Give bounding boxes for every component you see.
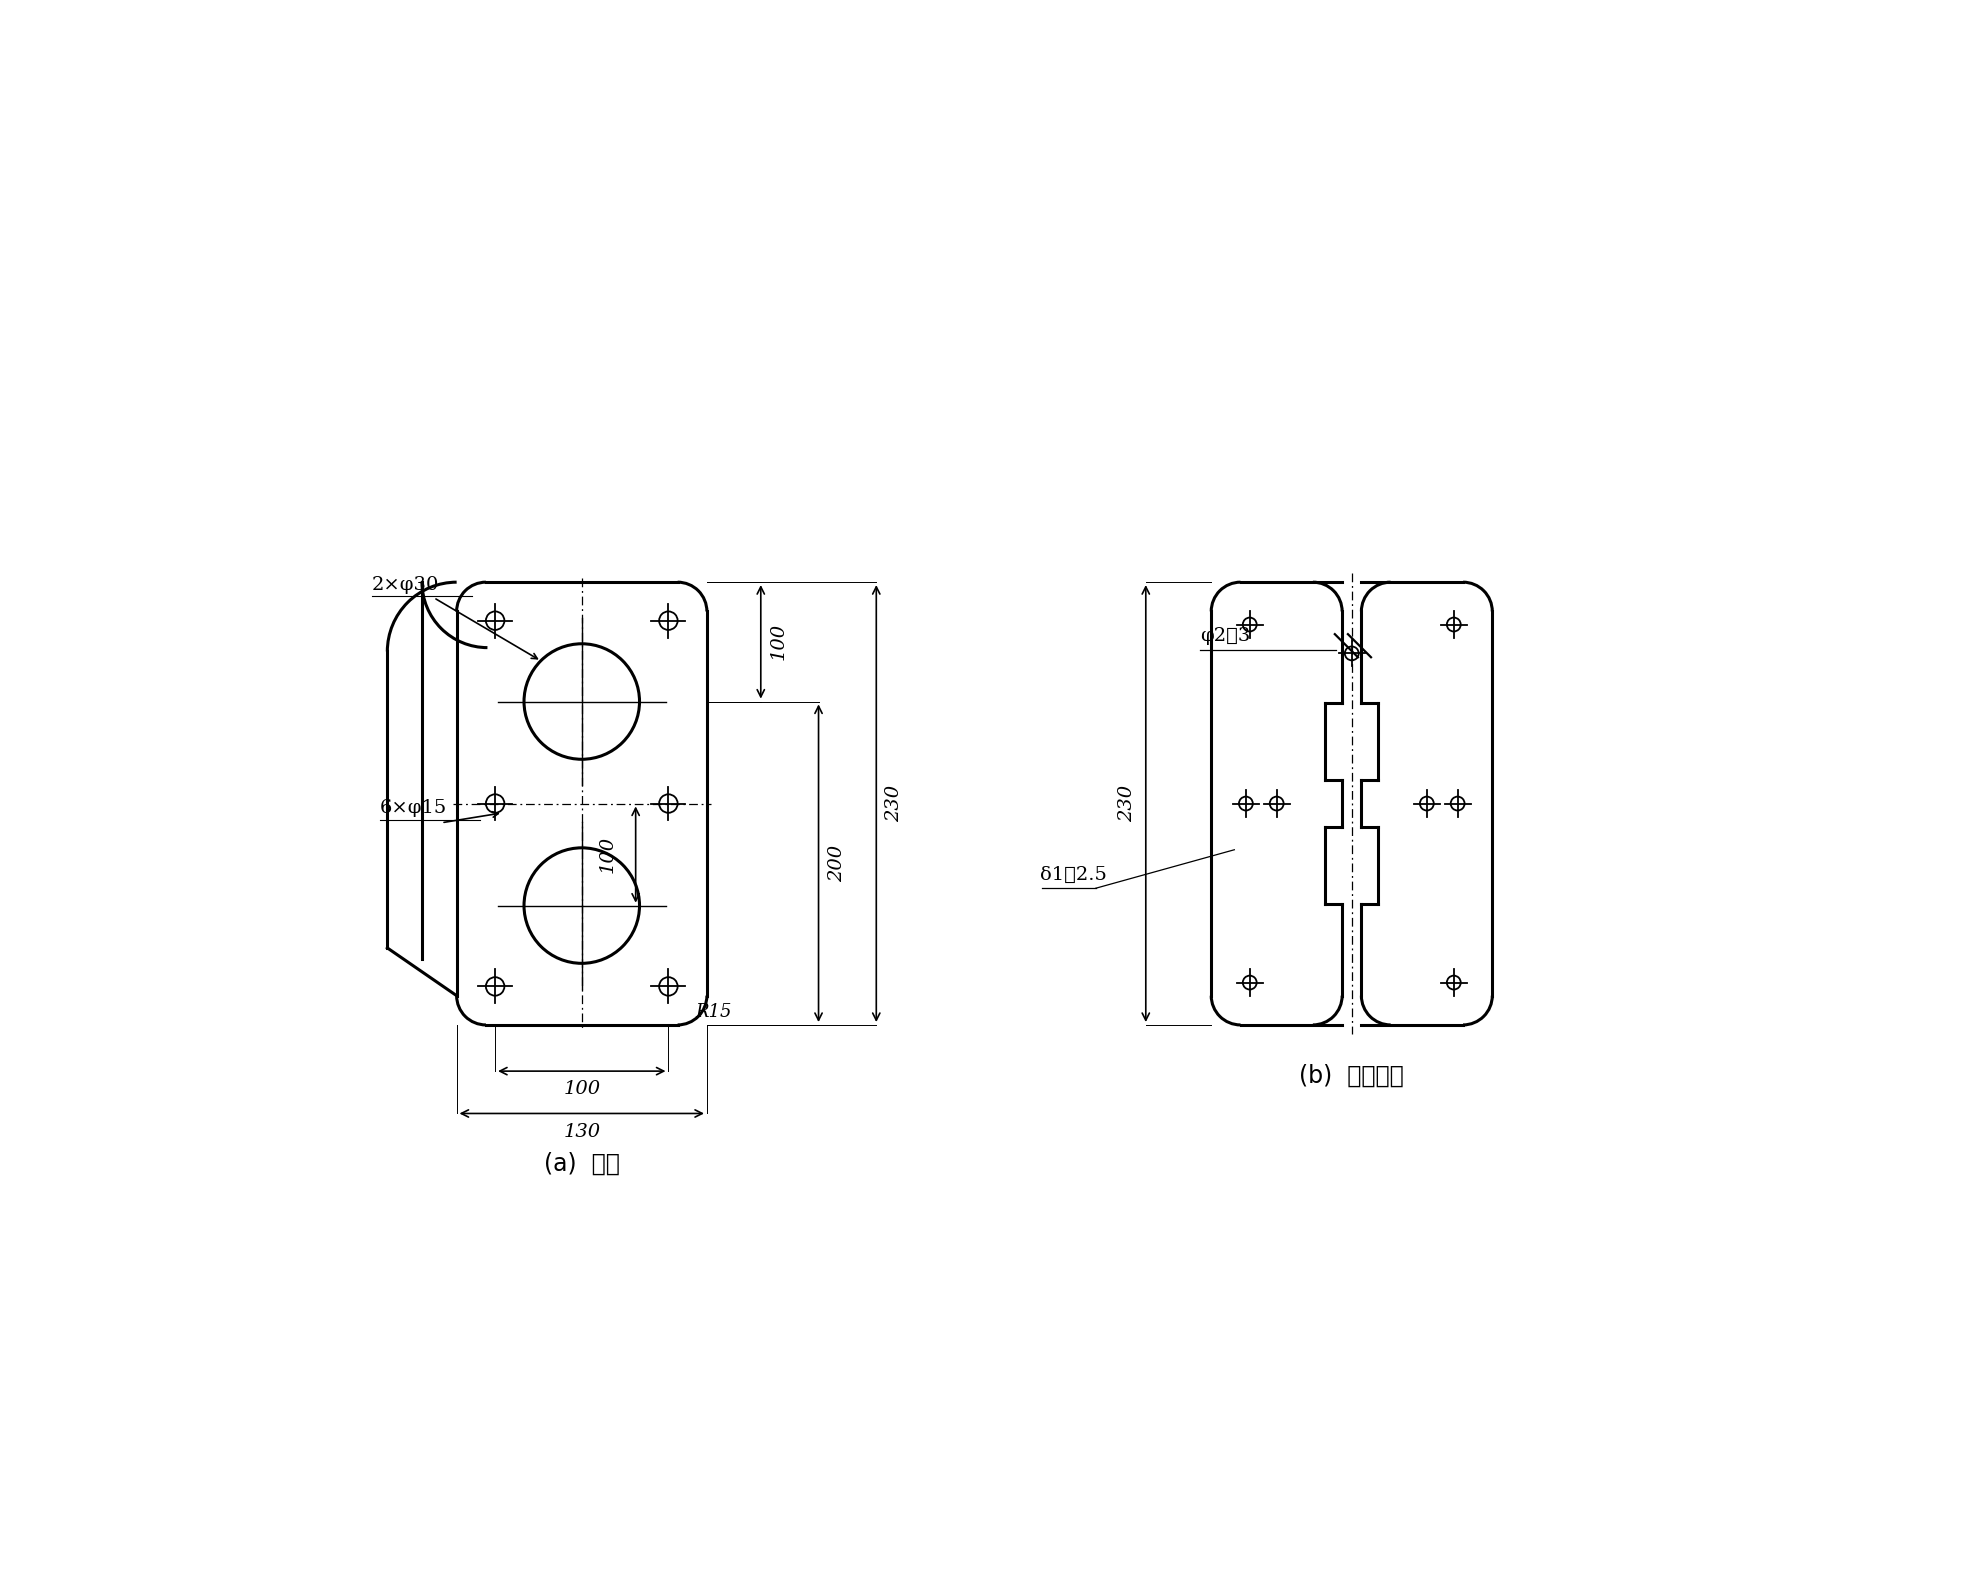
Text: 2×φ30: 2×φ30 xyxy=(372,576,438,593)
Text: (b)  划线样板: (b) 划线样板 xyxy=(1300,1064,1404,1088)
Text: 100: 100 xyxy=(562,1080,600,1099)
Text: R15: R15 xyxy=(696,1003,731,1021)
Text: (a)  工件: (a) 工件 xyxy=(545,1152,619,1176)
Text: 230: 230 xyxy=(885,785,904,821)
Text: δ1～2.5: δ1～2.5 xyxy=(1040,866,1107,884)
Text: 6×φ15: 6×φ15 xyxy=(379,799,446,817)
Text: 200: 200 xyxy=(828,845,845,882)
Text: 130: 130 xyxy=(562,1123,600,1140)
Text: 100: 100 xyxy=(771,624,788,660)
Text: 230: 230 xyxy=(1119,785,1136,821)
Text: 100: 100 xyxy=(598,836,617,872)
Text: φ2～3: φ2～3 xyxy=(1199,627,1250,644)
